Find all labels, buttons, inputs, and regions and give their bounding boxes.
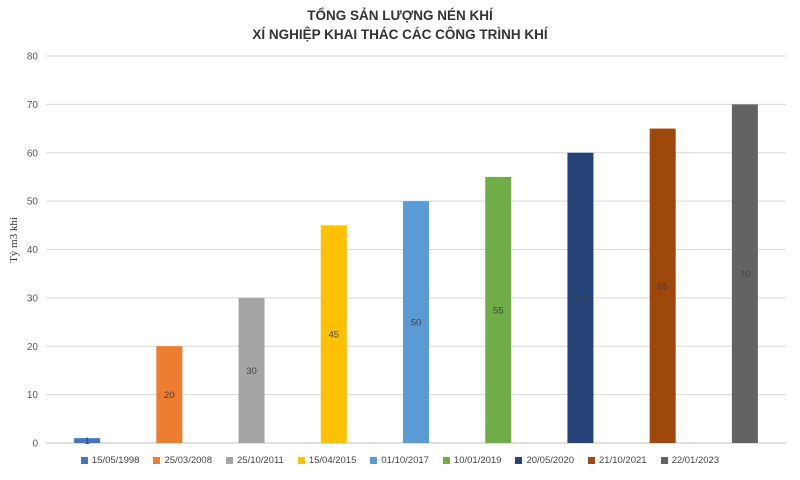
legend-item: 20/05/2020 [515,455,574,466]
legend-label: 25/03/2008 [164,454,212,466]
legend-item: 21/10/2021 [588,455,647,466]
legend-label: 22/01/2023 [671,454,720,466]
data-label: 70 [740,269,751,280]
data-label: 20 [164,390,175,401]
legend-swatch [442,456,450,464]
legend-swatch [297,456,305,464]
legend-item: 15/05/1998 [80,454,140,466]
legend-label: 15/04/2015 [308,454,357,466]
legend-item: 22/01/2023 [660,454,720,466]
legend-swatch [225,456,233,464]
legend-swatch [80,456,88,464]
legend-label: 21/10/2021 [599,454,647,466]
legend-swatch [588,456,596,464]
legend-swatch [515,456,523,464]
data-label: 55 [493,305,504,316]
data-label: 50 [411,318,422,329]
legend-item: 01/10/2017 [370,455,429,466]
y-tick-label: 40 [27,245,39,256]
bar [74,438,101,443]
legend-label: 25/10/2011 [236,454,284,466]
legend-item: 25/03/2008 [153,455,212,466]
bar [320,225,347,443]
bar [156,346,183,443]
legend-label: 20/05/2020 [526,454,575,466]
y-tick-label: 20 [27,342,39,353]
y-tick-label: 10 [27,390,39,401]
legend-item: 15/04/2015 [297,454,357,466]
bar [485,176,512,443]
legend-label: 01/10/2017 [381,454,429,466]
legend-swatch [660,456,668,464]
bar [238,297,265,443]
bar [731,104,758,443]
y-tick-label: 60 [27,148,39,159]
bar [567,152,594,443]
chart-subtitle: XÍ NGHIỆP KHAI THÁC CÁC CÔNG TRÌNH KHÍ [252,27,548,42]
legend-swatch [153,456,161,464]
y-tick-label: 30 [27,293,39,304]
y-tick-label: 80 [27,52,39,63]
legend-item: 25/10/2011 [225,454,284,466]
legend-label: 10/01/2019 [453,454,502,466]
data-label: 45 [328,330,339,341]
bar [403,201,429,443]
legend-swatch [370,456,378,464]
data-label: 60 [575,293,586,304]
data-label: 65 [657,281,668,292]
y-tick-label: 50 [27,197,39,208]
legend-item: 10/01/2019 [442,454,502,466]
bar [649,128,676,443]
data-label: 30 [246,366,257,377]
data-label: 1 [84,436,89,447]
legend-label: 15/05/1998 [91,454,140,466]
y-tick-label: 70 [27,100,39,111]
chart-title: TỔNG SẢN LƯỢNG NÉN KHÍ [307,8,493,23]
y-tick-label: 0 [32,439,38,450]
legend: 15/05/1998 25/03/2008 25/10/2011 15/04/2015… [0,451,800,469]
